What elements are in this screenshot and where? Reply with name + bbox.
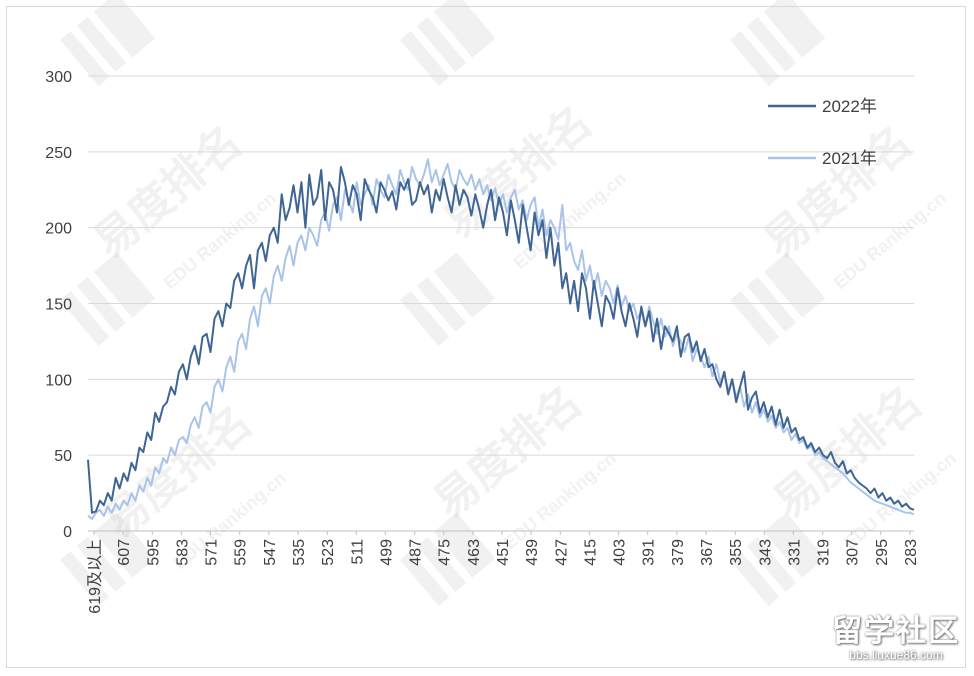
x-tick-label: 439 xyxy=(524,539,541,566)
x-tick-label: 547 xyxy=(262,539,279,566)
legend-label: 2022年 xyxy=(822,97,877,116)
y-tick-label: 250 xyxy=(45,145,72,162)
x-tick-label: 343 xyxy=(757,539,774,566)
y-tick-label: 150 xyxy=(45,297,72,314)
x-tick-label: 487 xyxy=(408,539,425,566)
watermark-logo xyxy=(60,512,156,606)
x-tick-label: 379 xyxy=(670,539,687,566)
series-lines xyxy=(87,158,915,520)
x-tick-label: 475 xyxy=(437,539,454,566)
series-line-2021 xyxy=(87,158,915,520)
y-tick-label: 50 xyxy=(54,448,72,465)
x-tick-label: 415 xyxy=(582,539,599,566)
watermark-logo xyxy=(730,512,826,606)
site-badge: 留学社区 bbs.liuxue86.com xyxy=(832,606,960,662)
watermark-logo xyxy=(60,252,156,346)
x-tick-label: 523 xyxy=(320,539,337,566)
y-tick-label: 100 xyxy=(45,372,72,389)
x-tick-label: 427 xyxy=(553,539,570,566)
series-line-2022 xyxy=(87,166,915,514)
x-tick-label: 583 xyxy=(174,539,191,566)
x-tick-label: 571 xyxy=(204,539,221,566)
watermark-logo xyxy=(60,0,156,86)
watermark-logo xyxy=(400,0,496,86)
x-tick-label: 535 xyxy=(291,539,308,566)
x-tick-label: 595 xyxy=(145,539,162,566)
badge-url: bbs.liuxue86.com xyxy=(849,648,943,662)
x-tick-label: 607 xyxy=(116,539,133,566)
chart-frame xyxy=(6,6,966,668)
x-tick-label: 331 xyxy=(786,539,803,566)
x-tick-label: 403 xyxy=(612,539,629,566)
gridlines xyxy=(88,75,914,532)
x-tick-label: 559 xyxy=(233,539,250,566)
y-axis: 0 50 100 150 200 250 300 xyxy=(45,69,72,541)
legend-label: 2021年 xyxy=(822,149,877,168)
x-tick-label: 295 xyxy=(874,539,891,566)
x-tick-label: 283 xyxy=(903,539,920,566)
x-tick-label: 307 xyxy=(845,539,862,566)
badge-title: 留学社区 xyxy=(832,615,960,648)
x-tick-label: 619及以上 xyxy=(86,539,104,614)
x-tick-label: 451 xyxy=(495,539,512,566)
x-tick-label: 463 xyxy=(466,539,483,566)
x-tick-label: 511 xyxy=(349,539,366,565)
x-tick-label: 499 xyxy=(378,539,395,566)
x-axis: 619及以上 607 595 583 571 559 547 535 523 511 499 487 4… xyxy=(86,531,920,614)
watermark-logo xyxy=(400,252,496,346)
x-tick-label: 319 xyxy=(816,539,833,566)
watermark-logo xyxy=(730,252,826,346)
x-tick-label: 391 xyxy=(641,539,658,566)
watermark-logo xyxy=(730,0,826,86)
watermark-logo xyxy=(400,512,496,606)
legend: 2022年 2021年 xyxy=(768,97,877,168)
x-tick-label: 355 xyxy=(728,539,745,566)
y-tick-label: 300 xyxy=(45,69,72,86)
x-tick-label: 367 xyxy=(699,539,716,566)
y-tick-label: 0 xyxy=(63,524,72,541)
y-tick-label: 200 xyxy=(45,221,72,238)
